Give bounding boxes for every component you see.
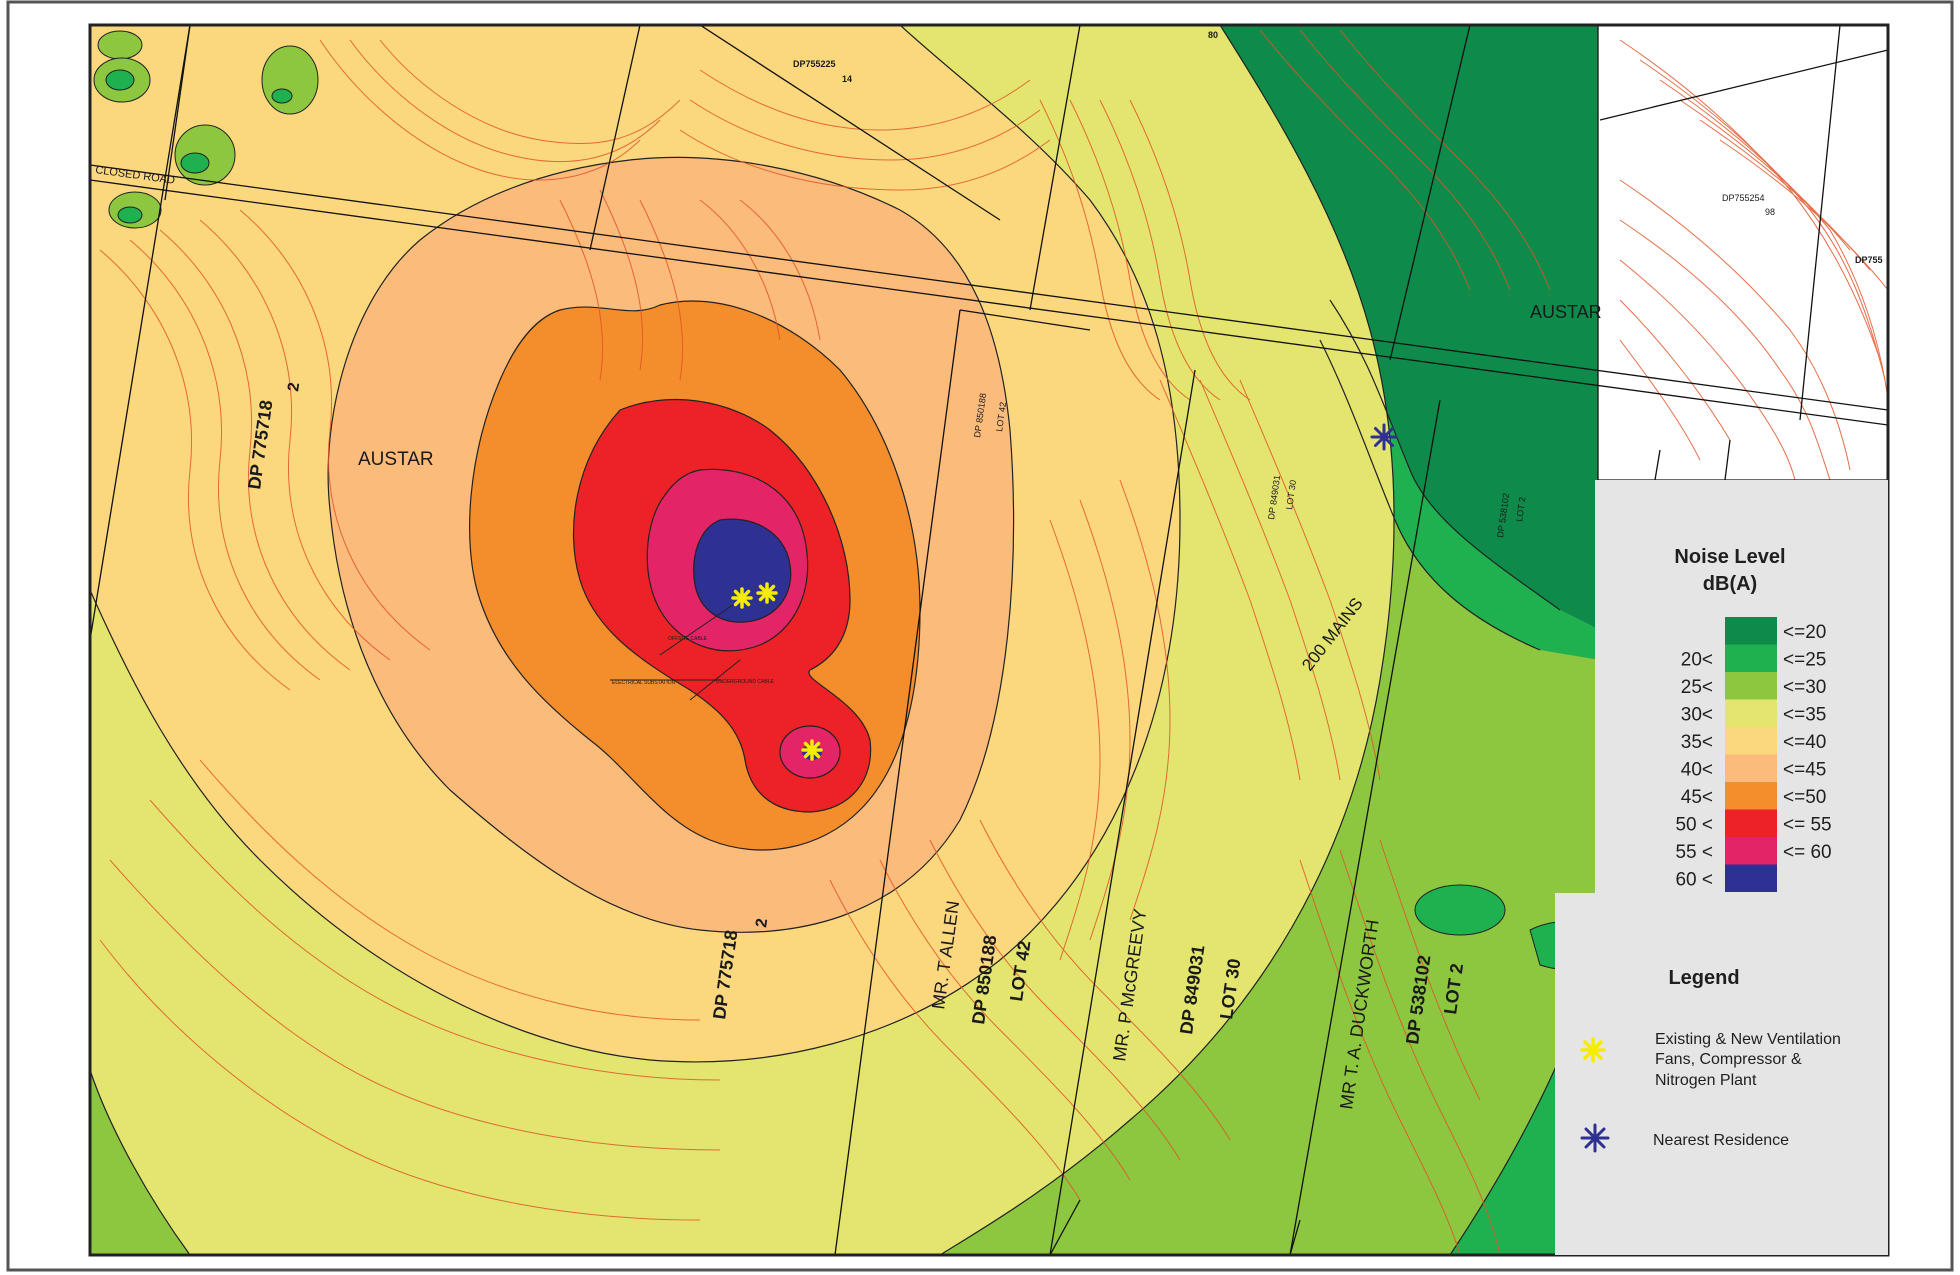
noise-band-upper-label: <= 55: [1783, 814, 1832, 835]
noise-band-swatch: [1725, 699, 1777, 727]
noise-band-lower-label: 50 <: [1675, 814, 1713, 835]
noise-band-swatch: [1725, 727, 1777, 755]
noise-band-upper-label: <=35: [1783, 704, 1826, 725]
noise-band-swatch: [1725, 754, 1777, 782]
contour-boundaries: [90, 25, 1701, 1255]
site-cables: [610, 599, 741, 701]
fan-marker: [731, 587, 753, 609]
noise-band-upper-label: <=30: [1783, 677, 1826, 698]
legend-residence: Nearest Residence: [1653, 1132, 1789, 1149]
parcel-dp755225: DP755225: [793, 59, 836, 69]
noise-band-swatch: [1725, 809, 1777, 837]
legend-title: Legend: [1668, 967, 1739, 989]
noise-band-swatch: [1725, 617, 1777, 645]
yellow-asterisk-icon: [1580, 1037, 1606, 1063]
site-label-cable-2: UNDERGROUND CABLE: [716, 679, 774, 685]
legend-fans-line-1: Existing & New Ventilation: [1655, 1031, 1841, 1048]
noise-band-lower-label: 60 <: [1675, 869, 1713, 890]
noise-band-lower-label: 45<: [1681, 787, 1713, 808]
noise-band-lower-label: 35<: [1681, 732, 1713, 753]
site-label-cable-1: OFFSITE CABLE: [668, 636, 708, 642]
white-parcel: [1598, 25, 1888, 480]
nearest-residence-marker: [1370, 423, 1398, 451]
cadastral-lines: [90, 25, 1888, 1255]
fan-marker: [756, 582, 778, 604]
noise-legend-title-1: Noise Level: [1674, 546, 1785, 568]
noise-band-lower-label: 20<: [1681, 649, 1713, 670]
noise-band-lower-label: 55 <: [1675, 842, 1713, 863]
austar-label-east: AUSTAR: [1530, 302, 1602, 322]
noise-band-swatch: [1725, 672, 1777, 700]
austar-label-west: AUSTAR: [358, 449, 434, 470]
band-swatches: <=20 20< <=25 25< <=30 30< <=35 35< <=40 40< <=45 4…: [1675, 617, 1832, 892]
map-area: CLOSED ROAD AUSTAR AUSTAR 80 DP755225 14…: [90, 25, 1888, 1255]
parcel-dp775718-south-lot: 2: [753, 917, 771, 928]
noise-band-upper-label: <=45: [1783, 759, 1826, 780]
parcel-dp775718-west-lot: 2: [285, 381, 303, 392]
noise-band-upper-label: <= 60: [1783, 842, 1832, 863]
parcel-dp755254-lot: 98: [1765, 207, 1775, 217]
noise-band-upper-label: <=50: [1783, 787, 1826, 808]
noise-band-lower-label: 40<: [1681, 759, 1713, 780]
noise-band-swatch: [1725, 864, 1777, 892]
noise-band-upper-label: <=40: [1783, 732, 1826, 753]
legend-fans-line-2: Fans, Compressor &: [1655, 1051, 1802, 1068]
parcel-lot30-small: LOT 30: [1284, 479, 1298, 510]
general-legend: Legend Existing & New Ventilation Fans, …: [1555, 893, 1888, 1255]
site-label-substation: ELECTRICAL SUBSTATION: [612, 680, 676, 686]
parcel-dp755-cut: DP755: [1855, 255, 1883, 265]
top-tick-label: 80: [1208, 30, 1218, 40]
noise-band-swatch: [1725, 837, 1777, 865]
noise-band-upper-label: <=25: [1783, 649, 1826, 670]
topographic-contours: [99, 29, 1888, 1255]
noise-band-lower-label: 25<: [1681, 677, 1713, 698]
noise-legend-title-2: dB(A): [1703, 573, 1757, 595]
parcel-dp755225-lot: 14: [842, 74, 852, 84]
parcel-lot2-small: LOT 2: [1514, 496, 1527, 522]
fan-marker: [801, 739, 823, 761]
legend-fans-line-3: Nitrogen Plant: [1655, 1072, 1757, 1089]
noise-band-swatch: [1725, 644, 1777, 672]
parcel-lot42-small: LOT 42: [994, 401, 1008, 432]
noise-band-upper-label: <=20: [1783, 622, 1826, 643]
noise-band-lower-label: 30<: [1681, 704, 1713, 725]
noise-band-swatch: [1725, 782, 1777, 810]
blue-asterisk-icon: [1580, 1123, 1610, 1153]
parcel-dp755254: DP755254: [1722, 193, 1765, 203]
